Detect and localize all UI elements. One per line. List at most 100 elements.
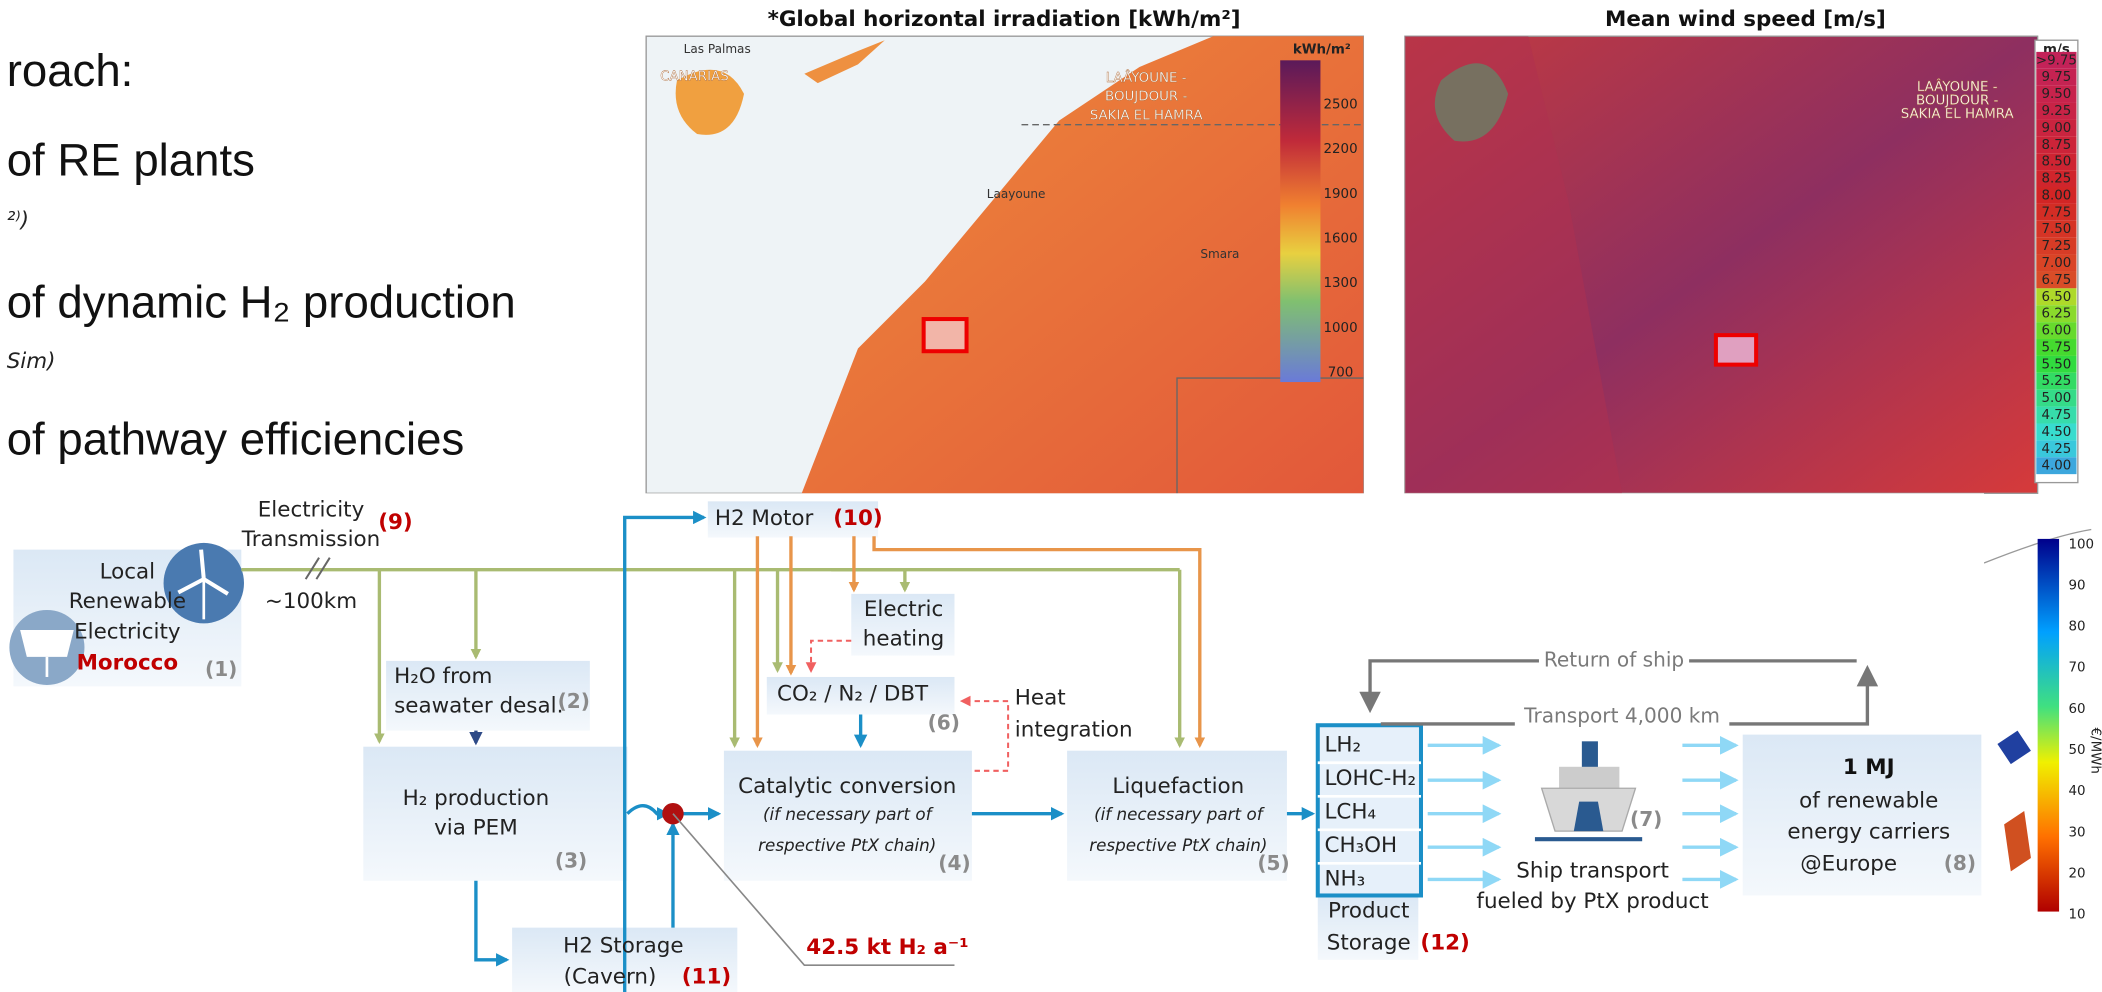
label: @Europe	[1800, 852, 1897, 877]
number: (5)	[1257, 851, 1289, 875]
number: (8)	[1944, 851, 1976, 875]
legend-swatch	[2036, 170, 2077, 188]
product-label: LCH₄	[1324, 799, 1376, 824]
wind-turbine-icon	[163, 542, 244, 624]
colorbar-tick: 80	[2068, 620, 2085, 635]
product-label: CH₃OH	[1324, 833, 1397, 858]
legend-tick: 6.50	[2041, 290, 2071, 305]
legend-swatch	[2036, 339, 2077, 356]
colorbar-tick: 40	[2068, 784, 2085, 799]
wind-map	[1404, 36, 1623, 494]
label: Ship transport	[1516, 858, 1669, 883]
legend-swatch	[2036, 423, 2077, 441]
place-label: BOUJDOUR -	[1105, 90, 1187, 105]
hydrogen-line	[474, 880, 510, 967]
label: (if necessary part of	[1094, 804, 1265, 824]
label: H2 Storage	[563, 933, 683, 958]
legend-swatch	[2036, 406, 2077, 424]
colorbar-tick: 100	[2068, 537, 2094, 552]
colorbar-unit: €/MWh	[2087, 728, 2102, 774]
legend-swatch	[2036, 440, 2077, 458]
route-line	[1359, 659, 1857, 714]
legend-tick: 2200	[1324, 142, 1358, 157]
slide-text: of pathway efficiencies	[7, 413, 465, 464]
node-box	[707, 501, 879, 538]
irradiation-map	[675, 69, 745, 135]
label: integration	[1015, 718, 1133, 743]
place-label: SAKIA EL HAMRA	[1901, 107, 2015, 122]
legend-tick: 4.25	[2041, 442, 2071, 457]
solar-icon	[20, 630, 74, 657]
product-label: NH₃	[1324, 866, 1365, 891]
legend-tick: 6.25	[2041, 307, 2071, 322]
legend-tick: 9.50	[2041, 87, 2071, 102]
legend-swatch	[2036, 389, 2077, 407]
legend-swatch	[2036, 102, 2077, 120]
label: Product	[1328, 899, 1409, 924]
legend-tick: 8.75	[2041, 138, 2071, 153]
label: 1 MJ	[1843, 755, 1895, 780]
number: (10)	[833, 506, 882, 531]
legend-swatch	[2036, 457, 2077, 475]
label: energy carriers	[1787, 819, 1950, 844]
irradiation-map	[645, 35, 1365, 494]
slide-text: ²⁾)	[7, 208, 29, 233]
slide-text: of dynamic H₂ production	[7, 277, 516, 328]
colorbar-tick: 20	[2068, 866, 2085, 881]
label: respective PtX chain)	[1089, 835, 1267, 855]
legend-swatch	[2036, 119, 2077, 137]
label: Transmission	[241, 527, 380, 552]
electricity-line	[831, 568, 911, 593]
label: via PEM	[434, 815, 518, 840]
legend-tick: 5.00	[2041, 391, 2071, 406]
legend-unit: kWh/m²	[1293, 43, 1351, 58]
map-title: *Global horizontal irradiation [kWh/m²]	[768, 7, 1241, 32]
legend-swatch	[2036, 288, 2077, 306]
irradiation-map	[804, 40, 885, 84]
place-label: Smara	[1200, 247, 1239, 261]
legend-tick: 1300	[1324, 276, 1358, 291]
output-pointer	[672, 813, 955, 966]
cost-map-fragment	[2004, 811, 2031, 872]
legend-tick: 5.50	[2041, 357, 2071, 372]
legend-tick: 9.25	[2041, 104, 2071, 119]
legend-swatch	[2036, 372, 2077, 390]
colorbar-tick: 90	[2068, 578, 2085, 593]
label: Electric	[864, 597, 943, 622]
output-label: 42.5 kt H₂ a⁻¹	[806, 935, 968, 960]
legend-swatch	[2036, 237, 2077, 255]
heat-line	[752, 536, 1206, 749]
legend-swatch	[2036, 355, 2077, 373]
legend-swatch	[2036, 68, 2077, 86]
node-box	[766, 676, 955, 715]
legend-tick: 4.50	[2041, 425, 2071, 440]
ship-icon	[1559, 766, 1620, 789]
legend-tick: 7.75	[2041, 205, 2071, 220]
label: Electricity	[74, 620, 181, 645]
legend-tick: 5.25	[2041, 374, 2071, 389]
colorbar-tick: 30	[2068, 825, 2085, 840]
product-storage	[1315, 723, 1424, 898]
legend-tick: 7.00	[2041, 256, 2071, 271]
legend-swatch	[2036, 153, 2077, 171]
wind-turbine-icon	[177, 549, 229, 596]
colorbar-tick: 60	[2068, 702, 2085, 717]
legend-tick: >9.75	[2036, 53, 2077, 68]
legend-tick: 7.50	[2041, 222, 2071, 237]
label-bg	[1538, 648, 1690, 673]
place-label: BOUJDOUR -	[1916, 94, 1998, 109]
label: H₂O from	[394, 664, 492, 689]
ship-arrow	[1427, 735, 1739, 889]
legend-tick: 1000	[1324, 321, 1358, 336]
slide-text: roach:	[7, 45, 134, 96]
heat-integration-line	[959, 695, 1010, 772]
label: fueled by PtX product	[1476, 889, 1708, 914]
ship-icon	[1581, 741, 1598, 771]
node-box	[1067, 750, 1287, 881]
break-mark	[304, 557, 331, 580]
label: (if necessary part of	[763, 804, 934, 824]
legend-tick: 4.75	[2041, 408, 2071, 423]
legend-tick: 8.50	[2041, 155, 2071, 170]
irradiation-map	[1280, 60, 1321, 383]
